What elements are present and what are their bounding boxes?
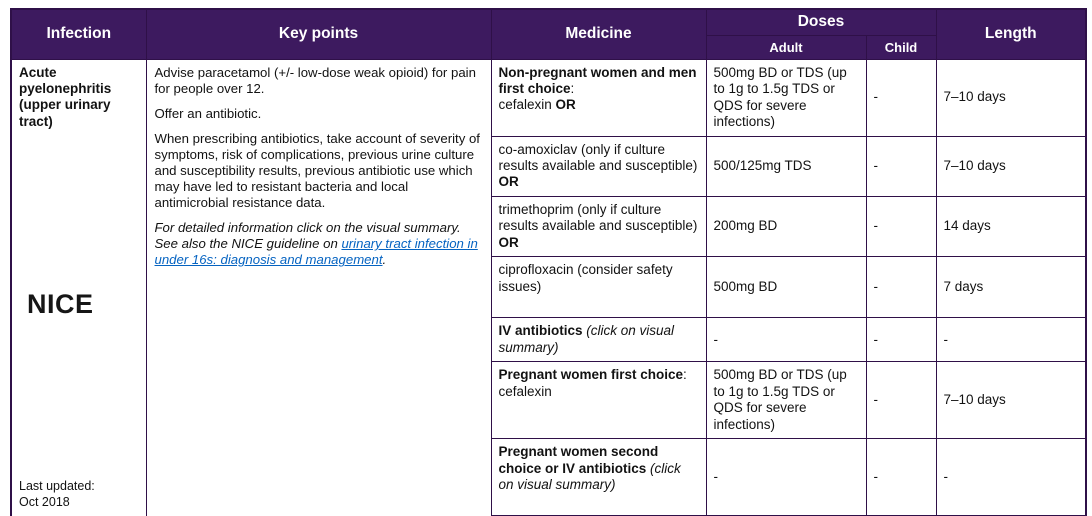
length-cell: 7–10 days [935, 135, 1087, 197]
medicine-cell: ciprofloxacin (consider safety issues) [490, 256, 707, 319]
table-row: Pregnant women first choice: cefalexin 5… [11, 361, 1087, 440]
header-adult: Adult [705, 34, 867, 60]
last-updated-date: Oct 2018 [19, 494, 70, 509]
or-label: OR [555, 97, 576, 113]
adult-dose-cell: 500mg BD [705, 256, 867, 319]
length-cell: - [935, 317, 1087, 363]
child-dose-cell: - [865, 361, 937, 440]
medicine-group-label: Pregnant women first choice [498, 367, 684, 383]
note-suffix: . [382, 252, 387, 268]
length-cell: - [935, 438, 1087, 516]
visual-summary-note: (click on visual summary) [498, 323, 675, 355]
length-cell: 7 days [935, 256, 1087, 319]
infection-cell: Acute pyelonephritis (upper urinary trac… [10, 58, 147, 516]
table-row: IV antibiotics (click on visual summary)… [11, 317, 1087, 363]
infection-cell-content: Acute pyelonephritis (upper urinary trac… [19, 65, 139, 511]
table-row: ciprofloxacin (consider safety issues) 5… [11, 256, 1087, 319]
child-dose-cell: - [865, 317, 937, 363]
prescribing-table: Infection Key points Medicine Doses Leng… [10, 8, 1087, 516]
medicine-group-label: IV antibiotics [498, 323, 587, 339]
header-infection: Infection [10, 8, 147, 60]
child-dose-cell: - [865, 135, 937, 197]
child-dose-cell: - [865, 58, 937, 137]
medicine-cell: IV antibiotics (click on visual summary) [490, 317, 707, 363]
visual-summary-note: (click on visual summary) [498, 460, 681, 493]
last-updated-label: Last updated: [19, 479, 95, 494]
adult-dose-cell: 500/125mg TDS [705, 135, 867, 197]
drug-name: trimethoprim (only if culture results av… [498, 201, 698, 234]
header-key-points: Key points [145, 8, 492, 60]
nice-logo: NICE [27, 289, 94, 320]
drug-name: co-amoxiclav (only if culture results av… [498, 141, 698, 173]
drug-name: ciprofloxacin (consider safety issues) [498, 262, 673, 294]
adult-dose-cell: - [705, 317, 867, 363]
adult-dose-cell: 500mg BD or TDS (up to 1g to 1.5g TDS or… [705, 361, 867, 440]
medicine-cell: trimethoprim (only if culture results av… [490, 195, 707, 258]
table-row: Pregnant women second choice or IV antib… [11, 438, 1087, 516]
medicine-cell: Pregnant women second choice or IV antib… [490, 438, 707, 516]
length-cell: 7–10 days [935, 361, 1087, 440]
infection-title: Acute pyelonephritis (upper urinary trac… [19, 64, 112, 129]
adult-dose-cell: 500mg BD or TDS (up to 1g to 1.5g TDS or… [705, 58, 867, 137]
child-dose-cell: - [865, 438, 937, 516]
guideline-link[interactable]: urinary tract infection in under 16s: di… [154, 236, 478, 268]
key-points-cell: Advise paracetamol (+/- low-dose weak op… [145, 58, 492, 516]
header-length: Length [935, 8, 1087, 60]
header-medicine: Medicine [490, 8, 707, 60]
medicine-group-rest: : cefalexin [498, 367, 687, 399]
key-points-paragraph: When prescribing antibiotics, take accou… [154, 130, 480, 211]
key-points-paragraph: Offer an antibiotic. [154, 105, 262, 121]
drug-name: cefalexin [498, 97, 556, 113]
medicine-group-rest: : [570, 80, 575, 96]
header-doses: Doses [705, 8, 937, 36]
medicine-cell: Non-pregnant women and men first choice:… [490, 58, 707, 137]
child-dose-cell: - [865, 195, 937, 258]
header-child: Child [865, 34, 937, 60]
or-label: OR [498, 174, 519, 190]
last-updated: Last updated: Oct 2018 [19, 479, 139, 510]
length-cell: 7–10 days [935, 58, 1087, 137]
medicine-group-label: Pregnant women second choice or IV antib… [498, 444, 659, 476]
adult-dose-cell: - [705, 438, 867, 516]
table-row: Acute pyelonephritis (upper urinary trac… [10, 58, 1087, 516]
length-cell: 14 days [935, 195, 1087, 258]
table-row: trimethoprim (only if culture results av… [11, 195, 1087, 258]
child-dose-cell: - [865, 256, 937, 319]
key-points-note: For detailed information click on the vi… [155, 220, 483, 268]
adult-dose-cell: 200mg BD [705, 195, 867, 258]
medicine-cell: co-amoxiclav (only if culture results av… [490, 135, 707, 197]
table-header: Infection Key points Medicine Doses Leng… [10, 8, 1087, 60]
medicine-cell: Pregnant women first choice: cefalexin [490, 361, 707, 440]
medicine-group-label: Non-pregnant women and men first choice [498, 64, 697, 96]
key-points-paragraph: Advise paracetamol (+/- low-dose weak op… [154, 64, 476, 96]
note-text: For detailed information click on the vi… [154, 220, 461, 252]
or-label: OR [498, 234, 519, 250]
